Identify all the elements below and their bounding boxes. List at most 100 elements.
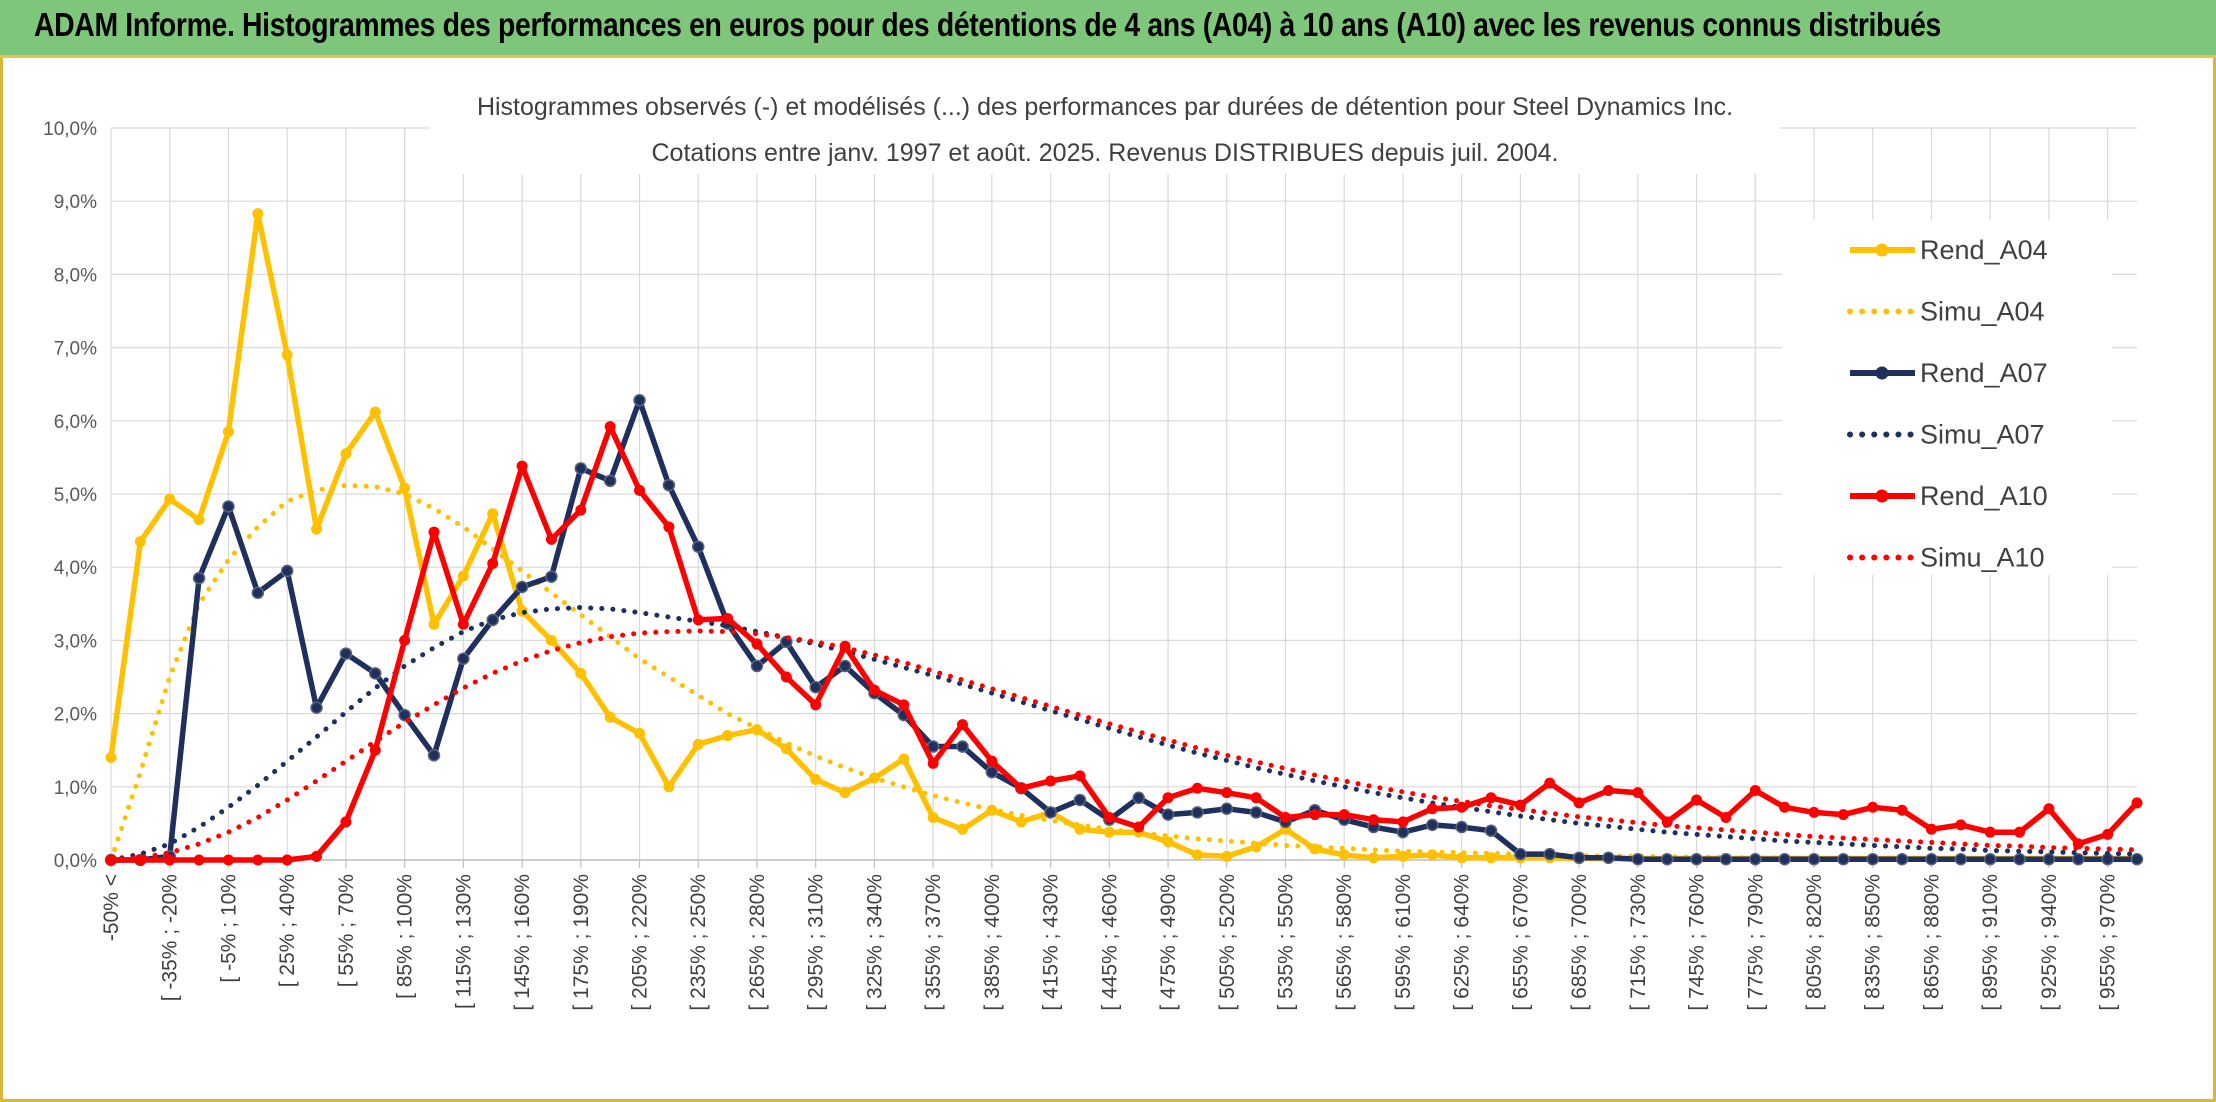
axes: 0,0% 1,0% 2,0% 3,0% 4,0% 5,0% 6,0% 7,0% 8,0% 9,0%… <box>43 119 2137 1011</box>
rend-a07-point <box>339 647 353 660</box>
x-tick-label: -50% < <box>100 874 123 941</box>
rend-a07-point <box>1660 853 1674 866</box>
rend-a10-point <box>1573 797 1585 809</box>
rend-a07-point <box>1778 853 1791 866</box>
rend-a04-point <box>369 406 381 418</box>
rend-a07-point <box>1396 825 1410 839</box>
rend-a04-point <box>487 508 499 520</box>
rend-a04-point <box>134 536 146 548</box>
y-tick-label: 1,0% <box>54 778 97 799</box>
x-tick-label: [ 895% ; 910% <box>1979 874 2002 1011</box>
rend-a10-point <box>457 618 469 630</box>
rend-a04-point <box>105 752 117 764</box>
rend-a04-point <box>1015 816 1027 828</box>
rend-a07-point <box>398 708 411 722</box>
rend-a10-point <box>252 854 264 866</box>
rend-a10-point <box>2131 797 2143 809</box>
rend-a07-point <box>369 667 382 680</box>
title-background <box>430 82 1780 174</box>
rend-a10-point <box>1191 782 1203 794</box>
rend-a10-point <box>1250 792 1262 804</box>
x-tick-label: [ 595% ; 610% <box>1392 874 1415 1011</box>
rend-a04-point <box>164 493 176 505</box>
chart-title: Histogrammes observés (-) et modélisés (… <box>477 93 1733 121</box>
rend-a10-point <box>1045 775 1057 787</box>
x-tick-label: [ 325% ; 340% <box>863 874 886 1011</box>
rend-a04-point <box>545 634 557 646</box>
legend-background <box>1782 220 2112 575</box>
rend-a04-point <box>1309 843 1321 855</box>
rend-a07-point <box>457 652 470 665</box>
rend-a10-point <box>692 614 704 626</box>
rend-a07-point <box>574 462 588 475</box>
rend-a07-point <box>1719 853 1733 866</box>
rend-a07-point <box>809 680 822 694</box>
rend-a10-point <box>1162 792 1174 804</box>
rend-a10-point <box>281 854 293 866</box>
rend-a04-point <box>1368 852 1380 864</box>
rend-a07-point <box>2072 853 2085 866</box>
rend-a04-point <box>839 787 851 799</box>
rend-a07-point <box>603 474 617 488</box>
rend-a10-point <box>369 744 381 756</box>
rend-a10-point <box>1749 784 1761 796</box>
x-tick-label: [ 805% ; 820% <box>1803 874 1826 1011</box>
x-tick-label: [ 205% ; 220% <box>629 874 652 1011</box>
x-tick-label: [ 355% ; 370% <box>922 874 945 1011</box>
rend-a07-point <box>1749 853 1762 866</box>
rend-a10-point <box>810 699 822 711</box>
rend-a10-point <box>545 533 557 545</box>
rend-a10-point <box>516 460 528 472</box>
rend-a07-point <box>222 500 235 513</box>
rend-a07-point <box>280 564 294 578</box>
y-tick-label: 0,0% <box>54 851 97 872</box>
rend-a10-point <box>428 526 440 538</box>
rend-a10-point <box>1984 826 1996 838</box>
rend-a04-point <box>634 727 646 739</box>
rend-a10-point <box>927 757 939 769</box>
rend-a04-point <box>722 730 734 742</box>
rend-a04-point <box>927 812 939 824</box>
simu-a10-line <box>108 628 2140 863</box>
rend-a07-point <box>691 540 705 553</box>
x-tick-label: [ 115% ; 130% <box>452 874 475 1009</box>
y-tick-label: 8,0% <box>54 265 97 286</box>
x-tick-label: [ 235% ; 250% <box>687 874 710 1011</box>
x-tick-label: [ 925% ; 940% <box>2038 874 2061 1011</box>
x-tick-label: [ 565% ; 580% <box>1333 874 1356 1011</box>
x-tick-label: [ 175% ; 190% <box>570 874 593 1011</box>
x-tick-label: [ -35% ; -20% <box>159 874 182 1001</box>
rend-a07-point <box>251 586 265 600</box>
x-tick-label: [ 745% ; 760% <box>1686 874 1709 1011</box>
rend-a10-point <box>1426 803 1438 815</box>
rend-a10-point <box>1955 819 1967 831</box>
y-tick-label: 4,0% <box>54 558 97 579</box>
rend-a07-point <box>427 749 441 762</box>
rend-a10-point <box>1279 812 1291 824</box>
rend-a07-point <box>1455 820 1468 834</box>
rend-a10-point <box>1309 809 1321 821</box>
x-tick-label: [ 865% ; 880% <box>1920 874 1943 1011</box>
rend-a10-point <box>1691 794 1703 806</box>
rend-a04-point <box>193 514 205 526</box>
rend-a10-point <box>957 719 969 731</box>
rend-a04-point <box>281 349 293 361</box>
y-tick-label: 6,0% <box>54 412 97 433</box>
rend-a10-point <box>164 854 176 866</box>
rend-a07-point <box>750 659 764 673</box>
legend-simu-a10-label: Simu_A10 <box>1920 543 2045 573</box>
rend-a07-line <box>111 397 2137 863</box>
chart-title-group: Histogrammes observés (-) et modélisés (… <box>430 82 1780 174</box>
rend-a10-point <box>1485 792 1497 804</box>
rend-a04-point <box>1397 850 1409 862</box>
rend-a07-point <box>1161 808 1175 821</box>
rend-a10-point <box>1808 806 1820 818</box>
rend-a07-point <box>1484 824 1498 837</box>
chart-subtitle: Cotations entre janv. 1997 et août. 2025… <box>651 139 1558 167</box>
rend-a07-point <box>633 394 646 407</box>
x-tick-label: [ 265% ; 280% <box>746 874 769 1011</box>
rend-a10-point <box>1544 777 1556 789</box>
rend-a07-point <box>1073 793 1087 807</box>
rend-a07-point <box>1895 853 1909 866</box>
rend-a04-point <box>457 570 469 582</box>
